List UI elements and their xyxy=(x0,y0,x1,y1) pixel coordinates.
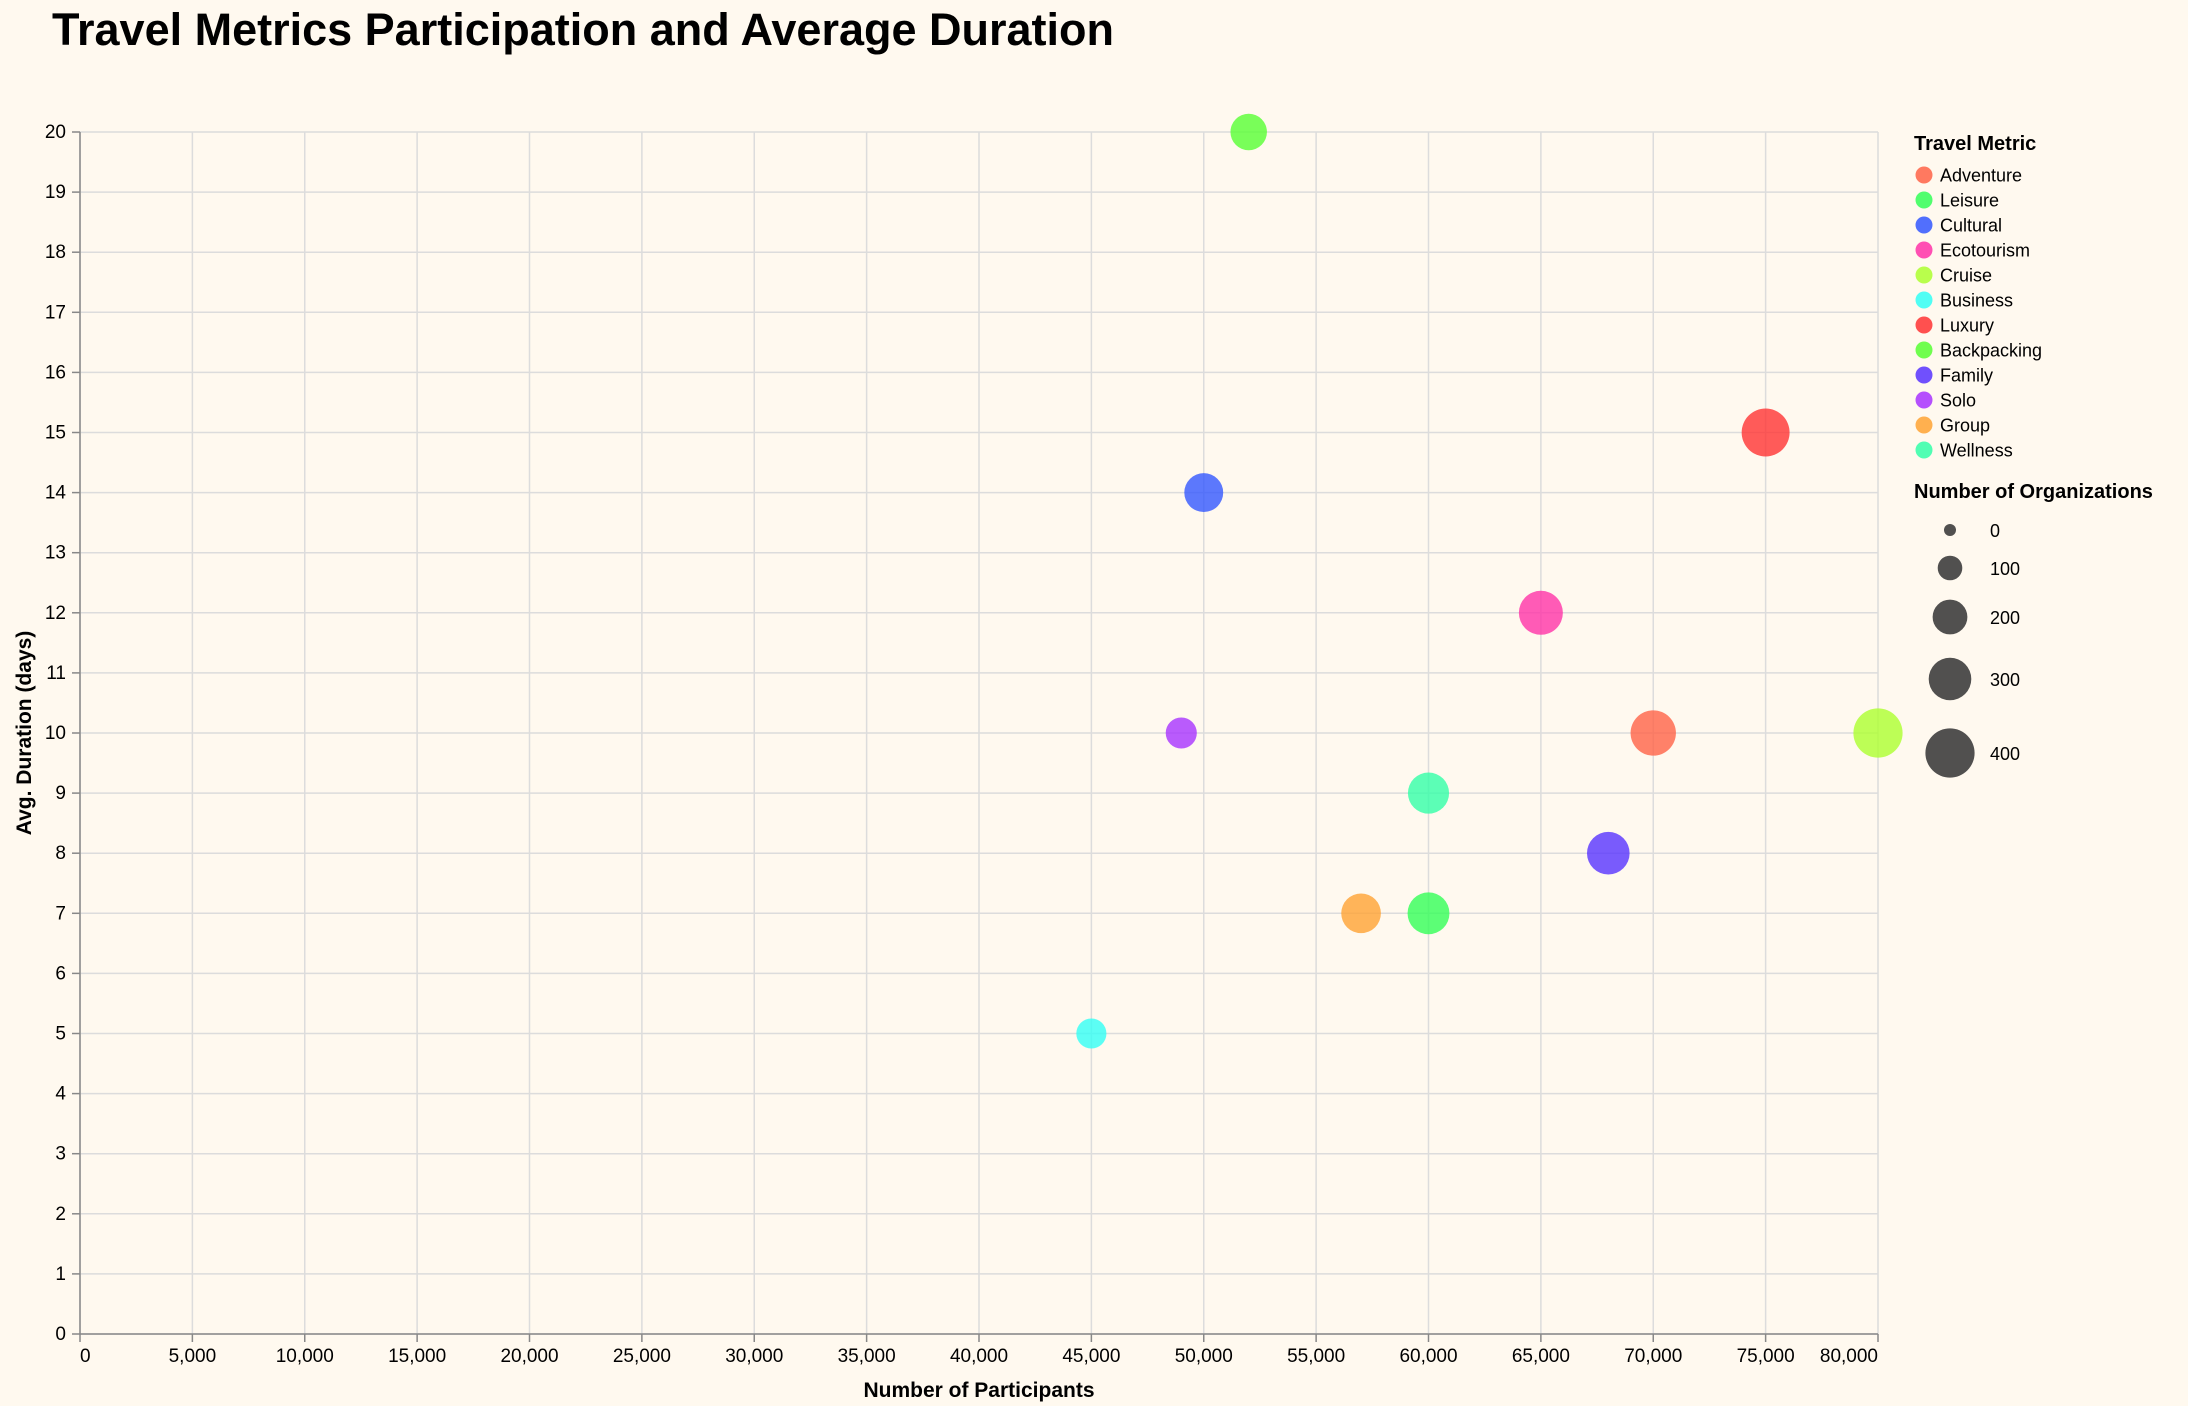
legend-swatch xyxy=(1915,241,1933,259)
legend-label: Solo xyxy=(1940,391,1976,411)
x-tick-label: 20,000 xyxy=(500,1346,558,1367)
legend-label: Luxury xyxy=(1940,316,1994,336)
size-legend-label: 400 xyxy=(1990,744,2020,764)
x-tick-label: 25,000 xyxy=(613,1346,671,1367)
size-legend-symbol xyxy=(1937,555,1963,581)
x-tick-label: 5,000 xyxy=(169,1346,217,1367)
y-tick-label: 6 xyxy=(55,963,66,984)
legend-swatch xyxy=(1915,266,1933,284)
data-point-family xyxy=(1587,831,1630,875)
legend-swatch xyxy=(1915,316,1933,334)
y-tick-label: 7 xyxy=(55,903,66,924)
data-point-cruise xyxy=(1853,708,1903,758)
size-legend-title: Number of Organizations xyxy=(1914,481,2153,503)
y-tick-label: 17 xyxy=(45,302,66,323)
legend-label: Cultural xyxy=(1940,216,2002,236)
x-tick-label: 15,000 xyxy=(388,1346,446,1367)
x-tick-label: 75,000 xyxy=(1737,1346,1795,1367)
legend-label: Family xyxy=(1940,366,1993,386)
x-tick-label: 10,000 xyxy=(276,1346,334,1367)
chart-title: Travel Metrics Participation and Average… xyxy=(52,4,1114,55)
y-tick-label: 18 xyxy=(45,242,66,263)
x-tick-label: 65,000 xyxy=(1512,1346,1570,1367)
legend-swatch xyxy=(1915,341,1933,359)
x-tick-label: 55,000 xyxy=(1287,1346,1345,1367)
legend-label: Backpacking xyxy=(1940,341,2042,361)
size-legend-label: 0 xyxy=(1990,521,2000,541)
y-tick-label: 15 xyxy=(45,423,66,444)
y-tick-label: 8 xyxy=(55,843,66,864)
y-tick-label: 12 xyxy=(45,603,66,624)
size-legend-symbol xyxy=(1928,657,1972,701)
legend-swatch xyxy=(1915,391,1933,409)
y-tick-label: 9 xyxy=(55,783,66,804)
size-legend-symbol xyxy=(1944,524,1956,536)
y-tick-label: 4 xyxy=(55,1084,66,1105)
data-point-luxury xyxy=(1741,408,1790,457)
data-point-wellness xyxy=(1407,772,1450,814)
legend-swatch xyxy=(1915,216,1933,234)
x-tick-label: 80,000 xyxy=(1820,1346,1878,1367)
y-tick-label: 10 xyxy=(45,723,66,744)
x-tick-label: 35,000 xyxy=(838,1346,896,1367)
legend-swatch xyxy=(1915,291,1933,309)
data-point-adventure xyxy=(1630,710,1676,756)
y-tick-label: 19 xyxy=(45,182,66,203)
size-legend-symbol xyxy=(1932,599,1968,635)
y-tick-label: 3 xyxy=(55,1144,66,1165)
legend-label: Business xyxy=(1940,291,2013,311)
data-point-group xyxy=(1341,893,1381,934)
x-tick-label: 0 xyxy=(80,1346,91,1367)
color-legend-title: Travel Metric xyxy=(1914,133,2036,155)
x-tick-label: 40,000 xyxy=(950,1346,1008,1367)
data-point-backpacking xyxy=(1230,113,1267,151)
legend-swatch xyxy=(1915,166,1933,184)
x-tick-label: 30,000 xyxy=(725,1346,783,1367)
y-tick-label: 1 xyxy=(55,1264,66,1285)
y-axis-title: Avg. Duration (days) xyxy=(13,631,36,836)
size-legend-label: 200 xyxy=(1990,608,2020,628)
size-legend-label: 300 xyxy=(1990,670,2020,690)
data-point-solo xyxy=(1165,717,1197,749)
x-tick-label: 50,000 xyxy=(1175,1346,1233,1367)
data-point-ecotourism xyxy=(1518,590,1563,635)
y-tick-label: 11 xyxy=(46,663,66,684)
data-point-leisure xyxy=(1407,892,1450,935)
x-tick-label: 70,000 xyxy=(1624,1346,1682,1367)
legend-swatch xyxy=(1915,366,1933,384)
size-legend-label: 100 xyxy=(1990,559,2020,579)
data-point-business xyxy=(1076,1018,1107,1049)
y-tick-label: 20 xyxy=(45,122,66,143)
legend-swatch xyxy=(1915,441,1933,459)
y-tick-label: 2 xyxy=(55,1204,66,1225)
legend-swatch xyxy=(1915,416,1933,434)
x-tick-label: 60,000 xyxy=(1399,1346,1457,1367)
data-point-cultural xyxy=(1184,473,1224,513)
x-tick-label: 45,000 xyxy=(1062,1346,1120,1367)
x-axis-title: Number of Participants xyxy=(863,1379,1094,1402)
y-tick-label: 0 xyxy=(55,1324,66,1345)
legend-label: Adventure xyxy=(1940,166,2022,186)
legend-label: Group xyxy=(1940,416,1990,436)
legend-label: Cruise xyxy=(1940,266,1992,286)
legend-label: Ecotourism xyxy=(1940,241,2030,261)
legend-label: Leisure xyxy=(1940,191,1999,211)
size-legend-symbol xyxy=(1925,728,1975,778)
legend-swatch xyxy=(1915,191,1933,209)
y-tick-label: 13 xyxy=(45,543,66,564)
y-tick-label: 16 xyxy=(45,362,66,383)
y-tick-label: 5 xyxy=(55,1024,66,1045)
y-tick-label: 14 xyxy=(45,483,67,504)
legend-label: Wellness xyxy=(1940,441,2013,461)
